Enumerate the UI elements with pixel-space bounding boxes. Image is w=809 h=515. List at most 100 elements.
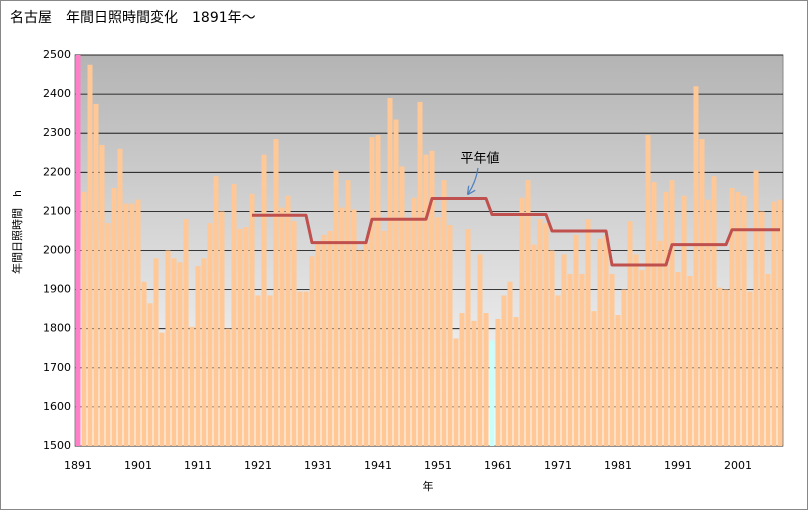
x-tick-label: 1981 — [604, 459, 632, 472]
bar — [699, 139, 705, 446]
bar — [207, 223, 213, 446]
bar — [93, 103, 99, 446]
bar — [501, 295, 507, 446]
bar — [465, 228, 471, 446]
y-tick-label: 1900 — [43, 283, 71, 296]
bar — [651, 182, 657, 446]
bar — [633, 254, 639, 446]
bar — [309, 256, 315, 446]
bar — [267, 295, 273, 446]
annotation-arrow — [468, 167, 479, 194]
bar — [441, 180, 447, 446]
bar — [315, 242, 321, 446]
bar — [531, 244, 537, 446]
bar — [771, 201, 777, 446]
bar — [477, 254, 483, 446]
bar — [393, 119, 399, 446]
bar — [99, 144, 105, 446]
bar — [375, 135, 381, 446]
bar — [657, 240, 663, 446]
bar — [735, 191, 741, 446]
x-tick-label: 1911 — [184, 459, 212, 472]
bar — [405, 219, 411, 446]
bar — [177, 262, 183, 446]
bar — [219, 211, 225, 446]
y-tick-label: 1700 — [43, 361, 71, 374]
y-tick-label: 1500 — [43, 439, 71, 452]
bar — [237, 228, 243, 446]
chart-title: 名古屋 年間日照時間変化 1891年～ — [10, 9, 256, 26]
bar — [483, 313, 489, 446]
bar — [615, 315, 621, 446]
bar — [717, 287, 723, 446]
bar — [297, 291, 303, 446]
bar — [537, 219, 543, 446]
bar — [729, 187, 735, 446]
bar — [153, 258, 159, 446]
bar — [261, 154, 267, 446]
bar — [225, 328, 231, 446]
x-tick-label: 1971 — [544, 459, 572, 472]
bar — [183, 219, 189, 446]
bar — [753, 170, 759, 446]
bar — [669, 180, 675, 446]
bar — [723, 289, 729, 446]
bar — [321, 234, 327, 446]
bar — [759, 211, 765, 446]
bar — [81, 191, 87, 446]
x-tick-label: 1931 — [304, 459, 332, 472]
bar — [411, 197, 417, 446]
bar — [201, 258, 207, 446]
bar — [489, 340, 495, 446]
bar — [249, 193, 255, 446]
bar — [117, 148, 123, 446]
bar — [129, 203, 135, 446]
bar — [585, 219, 591, 446]
bar — [507, 281, 513, 446]
bar — [417, 101, 423, 447]
bar — [387, 98, 393, 446]
bar — [279, 207, 285, 446]
bar — [429, 150, 435, 447]
bar — [711, 176, 717, 446]
bar — [459, 313, 465, 446]
bar — [621, 289, 627, 446]
bar — [675, 272, 681, 446]
bar — [579, 273, 585, 446]
y-tick-label: 2500 — [43, 48, 71, 61]
bar — [627, 221, 633, 446]
bar — [231, 184, 237, 446]
bar — [525, 180, 531, 446]
y-tick-label: 1800 — [43, 322, 71, 335]
bar — [609, 273, 615, 446]
bar — [513, 316, 519, 446]
bar — [399, 166, 405, 446]
x-tick-label: 1901 — [124, 459, 152, 472]
x-tick-label: 1951 — [424, 459, 452, 472]
bar — [327, 230, 333, 446]
x-axis-label: 年 — [423, 479, 434, 493]
bar — [303, 291, 309, 446]
bar — [681, 195, 687, 446]
bar — [555, 295, 561, 446]
bar — [435, 217, 441, 446]
y-tick-label: 2400 — [43, 87, 71, 100]
bar — [765, 273, 771, 446]
bar — [159, 332, 165, 446]
bar — [75, 55, 81, 446]
x-tick-label: 1921 — [244, 459, 272, 472]
bar — [453, 338, 459, 446]
bar — [165, 250, 171, 446]
bar — [333, 170, 339, 446]
bar — [447, 225, 453, 446]
bar — [243, 227, 249, 446]
bar — [603, 234, 609, 446]
bar — [591, 311, 597, 446]
y-tick-label: 2100 — [43, 204, 71, 217]
bar — [663, 191, 669, 446]
bar — [549, 250, 555, 446]
bar — [369, 137, 375, 447]
y-tick-label: 2200 — [43, 165, 71, 178]
bar — [645, 135, 651, 446]
